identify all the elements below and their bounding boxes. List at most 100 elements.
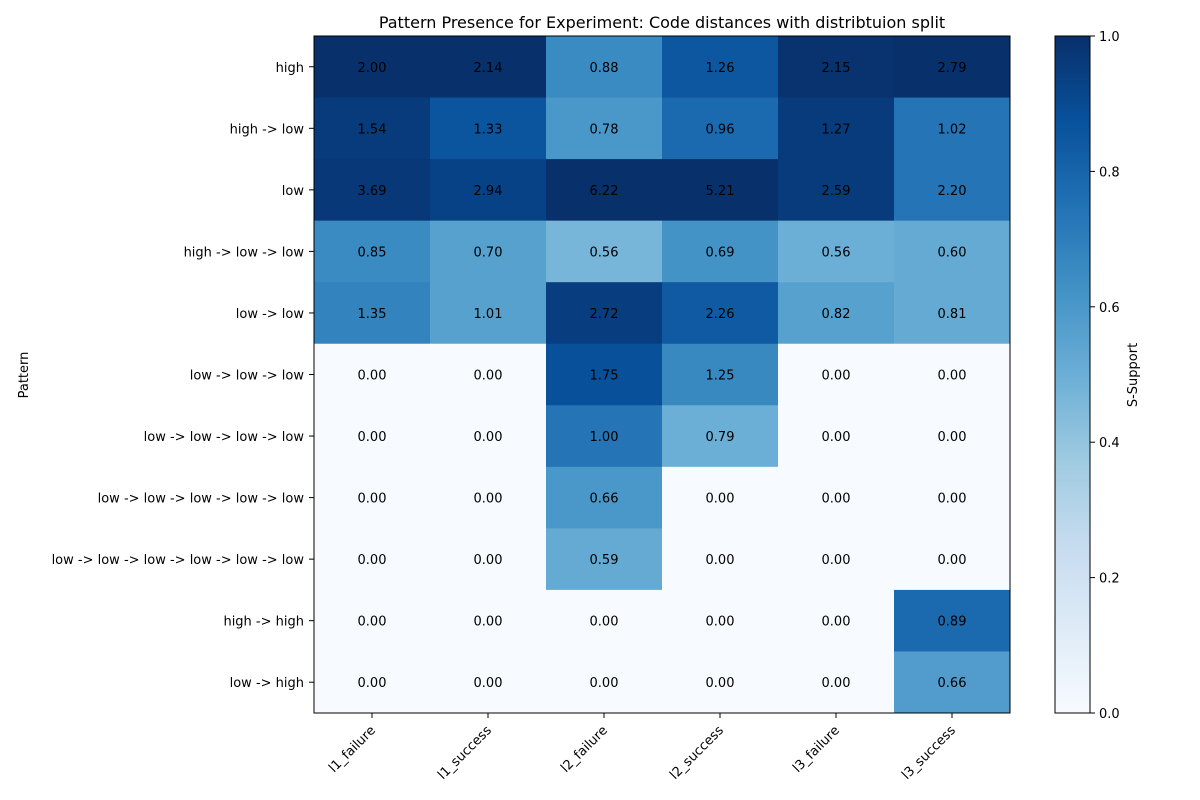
heatmap-cell — [662, 343, 779, 406]
heatmap-cell — [778, 159, 895, 222]
cell-value-label: 0.60 — [938, 245, 967, 260]
heatmap-cell — [430, 97, 547, 160]
cell-value-label: 0.00 — [474, 676, 503, 691]
cell-value-label: 1.54 — [358, 122, 387, 137]
heatmap-cell — [314, 466, 431, 529]
heatmap-cell — [662, 651, 779, 714]
cell-value-label: 1.25 — [706, 369, 735, 384]
y-tick-label: low -> high — [230, 676, 304, 691]
heatmap-cell — [430, 651, 547, 714]
cell-value-label: 0.00 — [938, 430, 967, 445]
heatmap-cell — [314, 405, 431, 468]
cell-value-label: 1.75 — [590, 369, 619, 384]
cell-value-label: 0.81 — [938, 307, 967, 322]
x-tick-label: l1_success — [435, 723, 495, 783]
heatmap-cell — [546, 282, 663, 345]
heatmap-cell — [778, 282, 895, 345]
heatmap-cell — [894, 97, 1011, 160]
heatmap-cell — [314, 159, 431, 222]
chart-title: Pattern Presence for Experiment: Code di… — [379, 13, 945, 32]
colorbar-tick-label: 0.2 — [1099, 572, 1120, 587]
cell-value-label: 0.00 — [358, 676, 387, 691]
cell-value-label: 5.21 — [706, 184, 735, 199]
cell-value-label: 0.00 — [474, 615, 503, 630]
colorbar-tick-label: 0.6 — [1099, 301, 1120, 316]
cell-value-label: 0.00 — [590, 615, 619, 630]
cell-value-label: 2.14 — [474, 61, 503, 76]
cell-value-label: 0.85 — [358, 245, 387, 260]
heatmap-cells — [314, 36, 1011, 714]
heatmap-cell — [314, 528, 431, 591]
colorbar-tick-label: 0.0 — [1099, 707, 1120, 722]
y-tick-label: high -> high — [223, 615, 304, 630]
heatmap-cell — [662, 528, 779, 591]
heatmap-cell — [894, 651, 1011, 714]
cell-value-label: 0.00 — [938, 492, 967, 507]
heatmap-cell — [778, 97, 895, 160]
cell-value-label: 0.00 — [474, 492, 503, 507]
cell-value-label: 2.20 — [938, 184, 967, 199]
heatmap-cell — [778, 589, 895, 652]
heatmap-cell — [894, 159, 1011, 222]
cell-value-label: 2.59 — [822, 184, 851, 199]
heatmap-cell — [778, 651, 895, 714]
heatmap-cell — [430, 466, 547, 529]
heatmap-cell — [430, 528, 547, 591]
heatmap-cell — [430, 405, 547, 468]
cell-value-label: 0.59 — [590, 553, 619, 568]
heatmap-cell — [546, 220, 663, 283]
y-tick-label: high — [276, 61, 304, 76]
heatmap-cell — [314, 651, 431, 714]
heatmap-cell — [546, 405, 663, 468]
heatmap-cell — [778, 405, 895, 468]
x-tick-label: l3_failure — [790, 723, 843, 776]
heatmap-cell — [546, 36, 663, 99]
cell-value-label: 0.56 — [590, 245, 619, 260]
cell-value-label: 0.00 — [358, 615, 387, 630]
y-tick-label: low -> low -> low — [190, 369, 305, 384]
colorbar-gradient — [1054, 35, 1091, 714]
cell-value-label: 2.94 — [474, 184, 503, 199]
cell-value-label: 0.69 — [706, 245, 735, 260]
heatmap-cell — [894, 528, 1011, 591]
cell-value-label: 0.00 — [590, 676, 619, 691]
heatmap-cell-labels: 2.00 2.14 0.88 1.26 2.15 2.79 1.54 1.33 0.78 0.96… — [358, 61, 967, 691]
heatmap-cell — [662, 282, 779, 345]
heatmap-cell — [894, 466, 1011, 529]
heatmap-cell — [546, 466, 663, 529]
cell-value-label: 0.00 — [706, 492, 735, 507]
y-axis-label: Pattern — [17, 352, 32, 399]
heatmap-cell — [430, 589, 547, 652]
cell-value-label: 3.69 — [358, 184, 387, 199]
y-tick-label: low -> low -> low -> low -> low -> low — [52, 553, 305, 568]
heatmap-cell — [430, 36, 547, 99]
x-tick-label: l3_success — [899, 723, 959, 783]
heatmap-cell — [430, 343, 547, 406]
colorbar-tick-label: 0.8 — [1099, 165, 1120, 180]
cell-value-label: 1.26 — [706, 61, 735, 76]
cell-value-label: 0.00 — [706, 615, 735, 630]
colorbar-tick-label: 0.4 — [1099, 436, 1120, 451]
cell-value-label: 2.72 — [590, 307, 619, 322]
heatmap-cell — [314, 220, 431, 283]
heatmap-cell — [314, 343, 431, 406]
cell-value-label: 6.22 — [590, 184, 619, 199]
cell-value-label: 1.35 — [358, 307, 387, 322]
heatmap-cell — [894, 343, 1011, 406]
cell-value-label: 1.33 — [474, 122, 503, 137]
cell-value-label: 1.00 — [590, 430, 619, 445]
heatmap-cell — [662, 97, 779, 160]
colorbar-label: S-Support — [1126, 343, 1141, 407]
heatmap-cell — [894, 405, 1011, 468]
cell-value-label: 0.96 — [706, 122, 735, 137]
cell-value-label: 1.27 — [822, 122, 851, 137]
heatmap-cell — [430, 159, 547, 222]
cell-value-label: 0.89 — [938, 615, 967, 630]
x-tick-label: l2_failure — [558, 723, 611, 776]
heatmap-cell — [546, 528, 663, 591]
cell-value-label: 0.00 — [706, 553, 735, 568]
cell-value-label: 0.66 — [590, 492, 619, 507]
heatmap-cell — [662, 405, 779, 468]
cell-value-label: 0.00 — [822, 492, 851, 507]
